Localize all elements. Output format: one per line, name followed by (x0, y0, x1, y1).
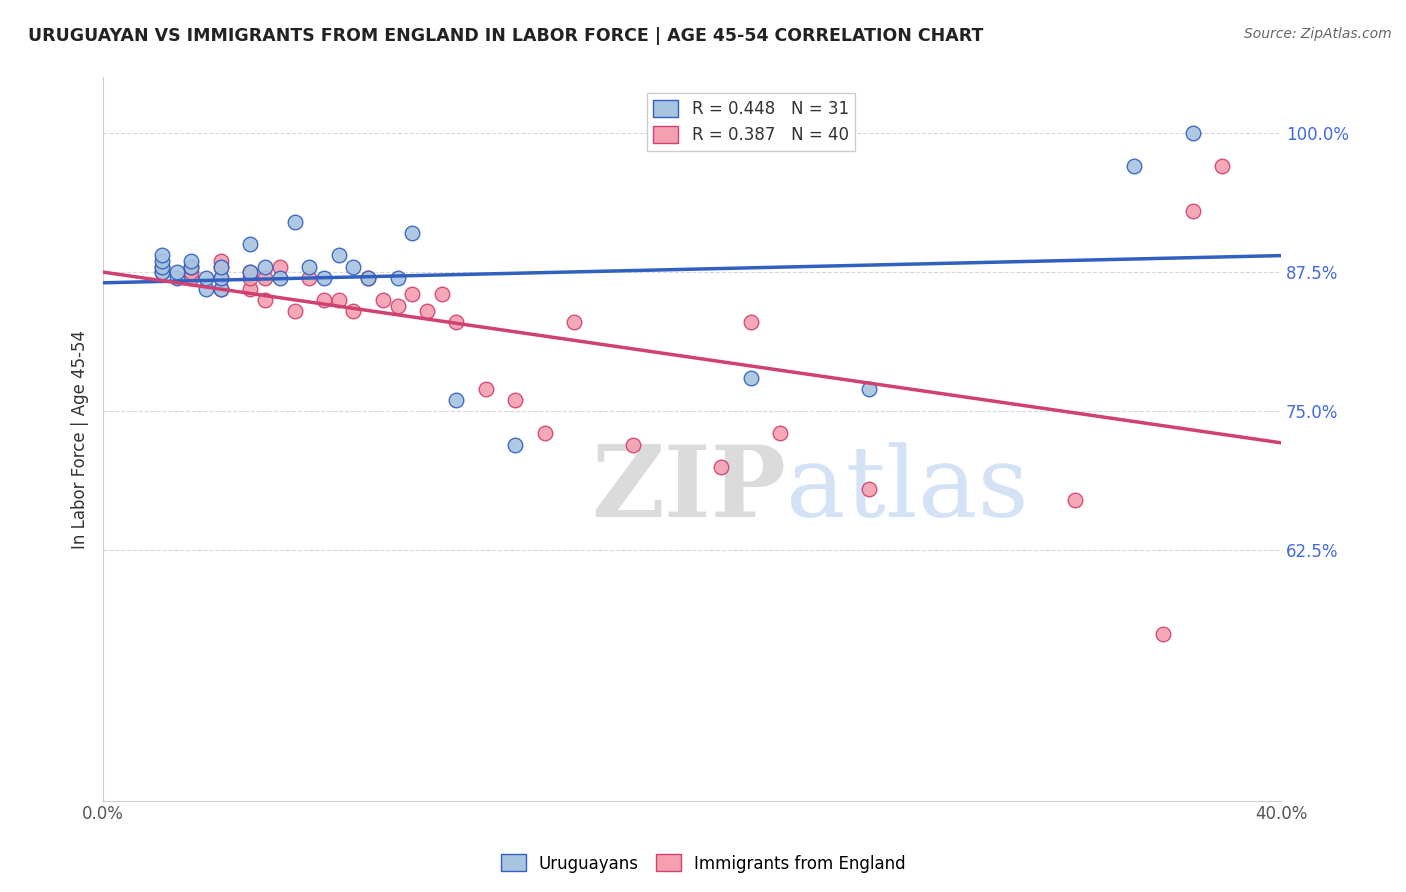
Point (298, 260, 321, 274)
Point (401, 287, 423, 301)
Point (239, 237, 262, 252)
Point (505, 437, 527, 451)
Point (298, 270, 321, 285)
Point (150, 260, 173, 274)
Point (209, 282, 232, 296)
Point (150, 265, 173, 279)
Point (505, 393, 527, 408)
Point (180, 260, 202, 274)
Point (401, 226, 423, 240)
Point (769, 426, 792, 441)
Point (357, 270, 380, 285)
Point (328, 293, 350, 307)
Point (740, 315, 762, 329)
Point (357, 270, 380, 285)
Legend: Uruguayans, Immigrants from England: Uruguayans, Immigrants from England (494, 847, 912, 880)
Point (533, 426, 555, 441)
Point (562, 315, 585, 329)
Point (1211, 160, 1233, 174)
Point (209, 270, 232, 285)
Point (166, 265, 188, 279)
Point (1152, 626, 1174, 640)
Point (1181, 126, 1204, 140)
Point (195, 270, 218, 285)
Point (269, 260, 291, 274)
Point (283, 215, 305, 229)
Legend: R = 0.448   N = 31, R = 0.387   N = 40: R = 0.448 N = 31, R = 0.387 N = 40 (647, 93, 855, 151)
Point (475, 382, 498, 396)
Point (446, 393, 468, 408)
Point (740, 371, 762, 385)
Point (254, 270, 277, 285)
Point (180, 270, 202, 285)
Point (269, 270, 291, 285)
Point (342, 260, 364, 274)
Point (209, 260, 232, 274)
Point (254, 293, 277, 307)
Point (328, 248, 350, 262)
Text: Source: ZipAtlas.com: Source: ZipAtlas.com (1244, 27, 1392, 41)
Point (239, 265, 262, 279)
Point (1122, 160, 1144, 174)
Point (858, 382, 880, 396)
Point (621, 437, 644, 451)
Text: ZIP: ZIP (592, 442, 786, 538)
Point (195, 282, 218, 296)
Point (416, 304, 439, 318)
Point (371, 293, 394, 307)
Point (150, 248, 173, 262)
Point (710, 459, 733, 474)
Point (239, 265, 262, 279)
Point (209, 254, 232, 268)
Point (180, 260, 202, 274)
Point (1181, 203, 1204, 218)
Point (312, 293, 335, 307)
Point (430, 287, 453, 301)
Point (254, 260, 277, 274)
Point (166, 270, 188, 285)
Point (312, 270, 335, 285)
Point (180, 254, 202, 268)
Point (150, 254, 173, 268)
Point (387, 299, 409, 313)
Point (209, 260, 232, 274)
Point (209, 282, 232, 296)
Point (239, 282, 262, 296)
Point (342, 304, 364, 318)
Point (209, 270, 232, 285)
Point (387, 270, 409, 285)
Y-axis label: In Labor Force | Age 45-54: In Labor Force | Age 45-54 (72, 329, 89, 549)
Point (446, 315, 468, 329)
Point (180, 265, 202, 279)
Point (239, 270, 262, 285)
Text: URUGUAYAN VS IMMIGRANTS FROM ENGLAND IN LABOR FORCE | AGE 45-54 CORRELATION CHAR: URUGUAYAN VS IMMIGRANTS FROM ENGLAND IN … (28, 27, 983, 45)
Point (858, 482, 880, 496)
Text: atlas: atlas (786, 442, 1029, 538)
Point (283, 304, 305, 318)
Point (1063, 493, 1085, 508)
Point (150, 260, 173, 274)
Point (150, 265, 173, 279)
